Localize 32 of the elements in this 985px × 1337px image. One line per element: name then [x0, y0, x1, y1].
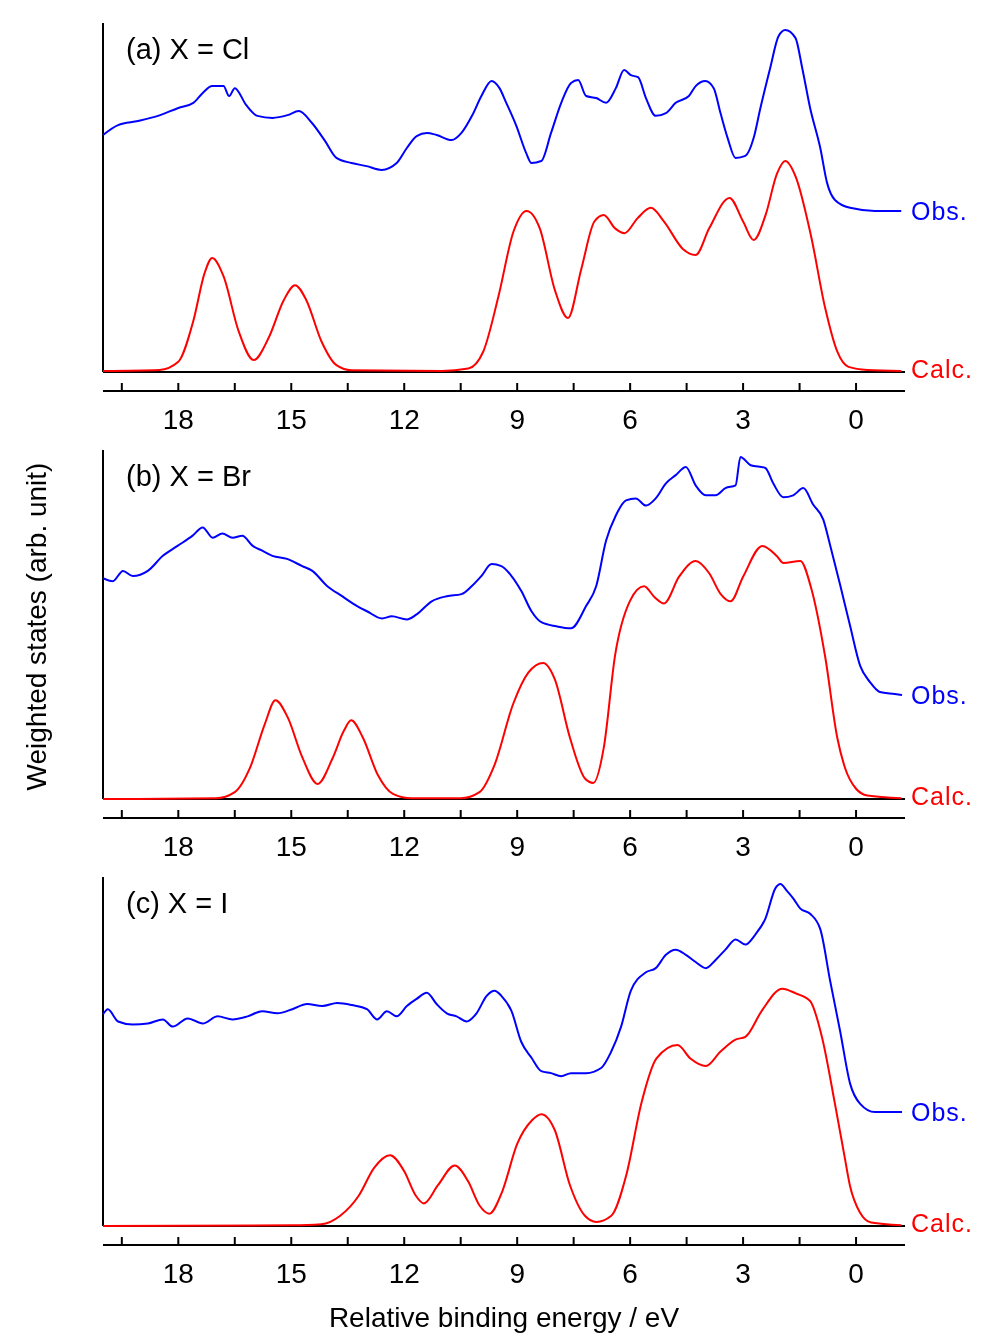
x-tick-label: 6	[622, 404, 638, 435]
x-tick-label: 6	[622, 1258, 638, 1289]
x-tick-label: 0	[848, 404, 864, 435]
x-axis-title: Relative binding energy / eV	[328, 1302, 680, 1333]
y-axis-title: Weighted states (arb. unit)	[21, 462, 52, 791]
chart-title: (c) X = I	[126, 887, 229, 919]
x-tick-label: 9	[509, 404, 525, 435]
series-label: Obs.	[911, 196, 968, 225]
series-label: Calc.	[911, 354, 973, 383]
x-tick-label: 12	[388, 831, 420, 862]
x-tick-label: 9	[509, 1258, 525, 1289]
x-tick-label: 15	[275, 1258, 307, 1289]
x-tick-label: 15	[275, 831, 307, 862]
series-label: Calc.	[911, 1209, 973, 1238]
series-label: Obs.	[911, 680, 968, 709]
chart-title: (b) X = Br	[126, 460, 252, 492]
x-tick-label: 3	[735, 404, 751, 435]
x-tick-label: 12	[388, 1258, 420, 1289]
series-label: Obs.	[911, 1097, 968, 1126]
x-tick-label: 18	[162, 1258, 194, 1289]
x-tick-label: 3	[735, 1258, 751, 1289]
x-tick-label: 15	[275, 404, 307, 435]
x-tick-label: 3	[735, 831, 751, 862]
x-tick-label: 18	[162, 404, 194, 435]
x-tick-label: 6	[622, 831, 638, 862]
x-tick-label: 9	[509, 831, 525, 862]
series-label: Calc.	[911, 782, 973, 811]
chart-title: (a) X = Cl	[126, 33, 250, 65]
x-tick-label: 0	[848, 1258, 864, 1289]
x-tick-label: 0	[848, 831, 864, 862]
x-tick-label: 18	[162, 831, 194, 862]
x-tick-label: 12	[388, 404, 420, 435]
